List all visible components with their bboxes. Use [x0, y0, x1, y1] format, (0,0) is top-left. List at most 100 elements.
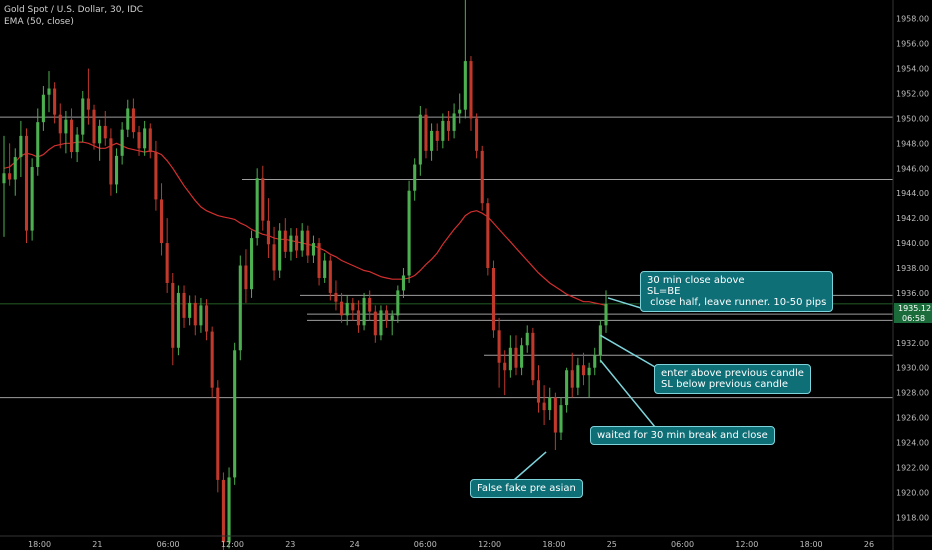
candle-body — [323, 260, 327, 278]
candle-body — [306, 230, 310, 256]
candle-body — [148, 128, 152, 153]
candle-body — [604, 303, 608, 326]
candle-body — [238, 265, 242, 351]
price-tick-label: 1944.00 — [896, 189, 929, 198]
candle-body — [2, 173, 6, 184]
candle-body — [351, 302, 355, 311]
candle — [340, 292, 344, 323]
time-tick-label: 24 — [350, 540, 360, 549]
candle-body — [598, 325, 602, 356]
candle — [278, 223, 282, 278]
candle-body — [362, 297, 366, 326]
candle — [47, 71, 51, 113]
callout-enter-above[interactable]: enter above previous candle SL below prev… — [654, 364, 811, 394]
candle — [311, 235, 315, 264]
candle — [41, 86, 45, 131]
price-tick-label: 1952.00 — [896, 89, 929, 98]
time-tick-label: 06:00 — [157, 540, 180, 549]
candle — [576, 357, 580, 396]
candle-body — [593, 355, 597, 368]
chart-legend[interactable]: Gold Spot / U.S. Dollar, 30, IDC EMA (50… — [4, 4, 143, 28]
candle-body — [30, 167, 34, 231]
candle — [401, 268, 406, 298]
candle-body — [508, 347, 512, 371]
candle — [114, 148, 119, 194]
candle — [300, 223, 304, 257]
candle-body — [480, 150, 484, 204]
candle — [581, 352, 586, 386]
candle — [58, 103, 62, 149]
candle — [598, 320, 602, 363]
candle — [441, 113, 445, 149]
candle — [531, 327, 535, 386]
candle — [396, 285, 400, 323]
price-tick-label: 1950.00 — [896, 114, 929, 123]
candle — [120, 122, 124, 165]
candle-body — [317, 243, 321, 278]
price-axis[interactable]: 1918.00 1920.00 1922.00 1924.00 1926.00 1928.… — [896, 15, 929, 523]
candle-body — [266, 220, 270, 245]
candle — [255, 168, 259, 246]
candle-body — [328, 260, 332, 293]
candle — [491, 260, 496, 338]
candle — [126, 99, 130, 138]
ema-line — [3, 141, 607, 306]
candle — [103, 110, 107, 146]
candle-body — [520, 345, 524, 368]
candle-body — [424, 114, 428, 151]
candle-body — [559, 405, 563, 433]
callout-line: close half, leave runner. 10-50 pips — [647, 297, 827, 308]
symbol-title: Gold Spot / U.S. Dollar, 30, IDC — [4, 5, 144, 15]
candle-body — [36, 122, 40, 168]
time-tick-label: 18:00 — [542, 540, 565, 549]
candle — [536, 365, 541, 413]
callout-line: False fake pre asian — [477, 483, 576, 494]
candle-body — [475, 118, 479, 151]
candle-body — [81, 98, 85, 135]
candle — [86, 68, 90, 125]
candle-body — [418, 114, 422, 165]
callout-waited[interactable]: waited for 30 min break and close — [590, 426, 775, 445]
candle — [503, 350, 507, 396]
candle-body — [536, 380, 541, 403]
candle — [2, 135, 6, 237]
candle — [24, 128, 29, 244]
callout-false-fake[interactable]: False fake pre asian — [470, 479, 583, 498]
candle-body — [334, 292, 338, 302]
candle — [514, 335, 518, 376]
candle-body — [441, 120, 445, 141]
annotation-connectors — [513, 297, 656, 481]
candle-body — [278, 230, 282, 271]
indicator-label: EMA (50, close) — [4, 17, 74, 27]
connector-line — [607, 297, 642, 309]
price-tick-label: 1932.00 — [896, 339, 929, 348]
price-tick-label: 1942.00 — [896, 214, 929, 223]
callout-line: SL below previous candle — [661, 379, 789, 390]
candle-body — [261, 178, 265, 221]
time-tick-label: 25 — [607, 540, 617, 549]
candle — [306, 225, 310, 264]
candle — [53, 82, 57, 124]
candle-body — [58, 114, 62, 134]
candle — [570, 352, 574, 398]
candle — [328, 255, 332, 301]
candle — [407, 180, 411, 283]
price-tick-label: 1922.00 — [896, 463, 929, 472]
time-tick-label: 12:00 — [735, 540, 758, 549]
candle — [13, 148, 17, 196]
candle — [508, 335, 512, 378]
candle — [452, 103, 456, 139]
candle-body — [272, 244, 276, 271]
candle-body — [430, 130, 434, 151]
candle — [188, 295, 192, 326]
candle-body — [143, 128, 147, 149]
candle — [525, 325, 529, 353]
callout-close-above[interactable]: 30 min close above SL=BE close half, leav… — [640, 271, 834, 312]
candle — [8, 143, 12, 186]
candle-body — [458, 109, 462, 114]
candle-body — [289, 235, 293, 252]
candle-body — [283, 230, 287, 252]
candle — [19, 120, 23, 178]
time-tick-label: 18:00 — [800, 540, 823, 549]
time-axis[interactable]: 18:00 21 06:00 12:00 23 24 06:00 12:00 18:00 25 06… — [28, 540, 874, 549]
